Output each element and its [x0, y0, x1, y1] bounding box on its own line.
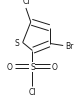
Text: S: S — [15, 39, 19, 48]
Text: O: O — [7, 62, 13, 72]
Text: Cl: Cl — [22, 0, 30, 6]
Text: Cl: Cl — [29, 88, 36, 97]
Text: O: O — [52, 62, 58, 72]
Text: S: S — [30, 62, 35, 72]
Text: Br: Br — [65, 42, 73, 51]
